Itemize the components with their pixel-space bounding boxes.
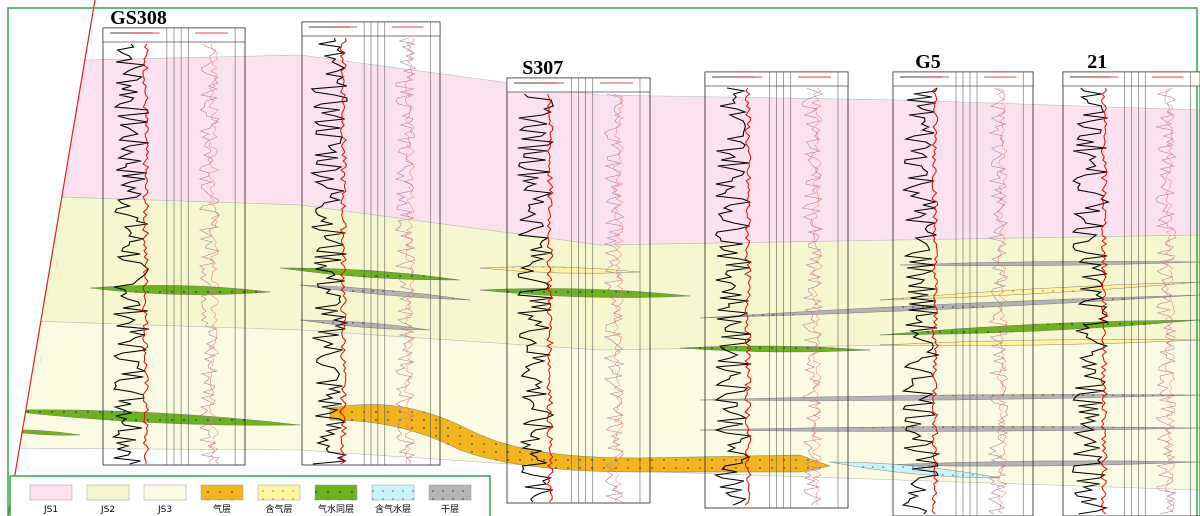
- log-curve: [1164, 87, 1176, 515]
- well-name: 21: [1087, 51, 1107, 73]
- log-curve: [810, 87, 822, 506]
- legend-label: JS1: [43, 505, 58, 515]
- reservoir-lens: [879, 281, 1200, 301]
- log-curve: [931, 87, 939, 515]
- log-curve: [309, 37, 349, 465]
- well: [301, 21, 441, 466]
- legend-label: 干层: [441, 504, 459, 515]
- log-curve: [404, 37, 416, 465]
- legend-swatch: [86, 484, 130, 501]
- log-curve: [603, 93, 625, 503]
- log-curve: [996, 87, 1008, 515]
- well: [102, 27, 246, 466]
- log-curve: [517, 93, 555, 503]
- log-curve: [613, 93, 624, 503]
- legend-swatch: [257, 484, 301, 501]
- reservoir-lens: [879, 319, 1200, 336]
- legend-label: 含气水层: [375, 503, 411, 515]
- legend-label: 气层: [213, 503, 231, 515]
- well-name: GS308: [110, 7, 167, 29]
- reservoir-lens: [879, 460, 1200, 467]
- legend-swatch: [143, 484, 187, 501]
- well: [892, 71, 1034, 516]
- log-curve: [394, 37, 417, 465]
- reservoir-lens: [8, 409, 301, 426]
- reservoir-lens: [699, 294, 1200, 319]
- wells: GS308 S307 G5 21: [102, 7, 1200, 516]
- fault-line: [7, 0, 96, 516]
- log-curve: [801, 87, 824, 506]
- legend-label: JS3: [157, 505, 172, 515]
- legend-label: 气水同层: [318, 503, 354, 515]
- log-curve: [901, 87, 941, 515]
- legend-swatch: [29, 484, 73, 501]
- log-curve: [1100, 87, 1109, 515]
- well: [704, 71, 849, 509]
- stratum: [8, 319, 1200, 491]
- legend-swatch: [314, 484, 358, 501]
- legend-swatch: [428, 484, 472, 501]
- log-curve: [208, 43, 220, 465]
- gas-layer: [329, 404, 831, 473]
- reservoir-lens: [699, 426, 1200, 432]
- log-curve: [713, 87, 752, 506]
- log-curve: [987, 87, 1009, 515]
- log-curve: [339, 37, 348, 465]
- reservoir-lens: [879, 339, 1200, 346]
- log-curve: [1155, 87, 1177, 515]
- log-curve: [546, 93, 554, 503]
- log-curve: [141, 43, 150, 465]
- legend-box: [9, 475, 491, 516]
- reservoir-lens: [829, 461, 1001, 479]
- legend: JS1 JS2 JS3 气层 含气层 气水同层 含气水层 干层: [9, 475, 491, 516]
- log-curve: [111, 43, 150, 465]
- well-name: S307: [522, 57, 563, 79]
- log-curve: [744, 87, 752, 506]
- legend-label: 含气层: [265, 503, 292, 515]
- well-name: G5: [915, 51, 941, 73]
- log-curve: [198, 43, 220, 465]
- legend-swatch: [200, 484, 244, 501]
- strata: [8, 54, 1200, 491]
- legend-swatch: [371, 484, 415, 501]
- well: [1062, 71, 1200, 516]
- frame: [7, 7, 1198, 516]
- reservoir-lens: [899, 261, 1200, 266]
- log-curve: [1071, 87, 1111, 515]
- reservoir-lens: [699, 394, 1200, 401]
- well: [506, 77, 651, 504]
- legend-label: JS2: [100, 505, 115, 515]
